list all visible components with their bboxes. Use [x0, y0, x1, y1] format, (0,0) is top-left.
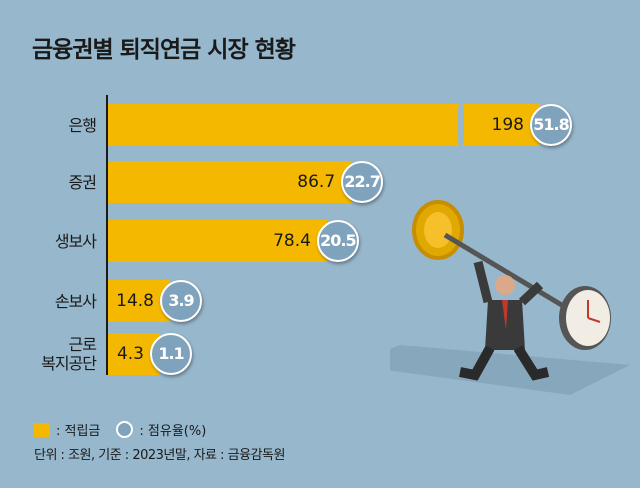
- axis-break: [458, 102, 464, 148]
- bar-value-label: 78.4: [273, 231, 311, 251]
- bar-accumulated: 14.8: [108, 280, 170, 322]
- share-circle-label: 1.1: [150, 333, 192, 375]
- bar-row: 증권 86.7 22.7: [0, 161, 640, 203]
- category-label: 손보사: [54, 291, 97, 311]
- category-axis-line: [106, 95, 108, 375]
- bar-value-label: 198: [491, 115, 524, 135]
- bar-row: 생보사 78.4 20.5: [0, 220, 640, 262]
- bar-row: 은행 198 51.8: [0, 102, 640, 148]
- legend-swatch-bar: [34, 422, 50, 437]
- category-label: 은행: [68, 115, 97, 135]
- legend-swatch-circle: [116, 421, 134, 438]
- source-note: 단위 : 조원, 기준 : 2023년말, 자료 : 금융감독원: [34, 448, 285, 463]
- bar-row: 근로 복지공단 4.3 1.1: [0, 333, 640, 375]
- share-circle-label: 20.5: [316, 220, 359, 262]
- category-label: 증권: [68, 172, 97, 192]
- category-label: 근로 복지공단: [41, 335, 97, 373]
- bar-accumulated: 86.7: [108, 161, 352, 203]
- share-circle-label: 22.7: [341, 161, 384, 203]
- man-head: [495, 275, 515, 295]
- chart-title: 금융권별 퇴직연금 시장 현황: [32, 37, 296, 63]
- legend-label-circle: : 점유율(%): [139, 424, 207, 439]
- bar-value-label: 86.7: [297, 172, 336, 192]
- floor-shadow: [390, 345, 630, 395]
- share-circle-label: 3.9: [160, 280, 202, 322]
- legend-label-bar: : 적립금: [56, 424, 101, 439]
- bar-accumulated: 4.3: [108, 333, 160, 375]
- bar-value-label: 4.3: [116, 344, 144, 364]
- legend: : 적립금 : 점유율(%): [34, 420, 206, 439]
- man-body: [485, 300, 525, 350]
- bar-row: 손보사 14.8 3.9: [0, 280, 640, 322]
- category-label: 생보사: [54, 231, 97, 251]
- illustration-man-lifting-coin-clock: [390, 200, 630, 395]
- bar-accumulated: 78.4: [108, 220, 327, 262]
- bar-value-label: 14.8: [116, 291, 154, 311]
- share-circle-label: 51.8: [530, 104, 572, 146]
- bar-accumulated: 198: [108, 102, 540, 148]
